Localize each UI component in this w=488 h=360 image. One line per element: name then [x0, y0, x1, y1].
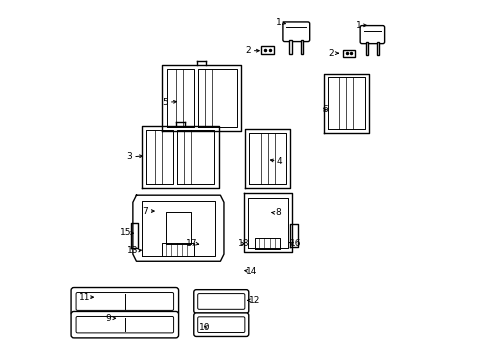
Text: 3: 3 — [126, 152, 132, 161]
Text: 10: 10 — [198, 323, 210, 332]
Text: 7: 7 — [142, 207, 148, 216]
Bar — [343, 50, 354, 57]
Bar — [261, 46, 274, 54]
Bar — [301, 40, 303, 54]
Text: 2: 2 — [245, 46, 250, 55]
Text: 17: 17 — [186, 239, 197, 248]
FancyBboxPatch shape — [71, 311, 178, 338]
Text: 6: 6 — [322, 105, 327, 114]
Text: 16: 16 — [289, 239, 300, 248]
Text: 2: 2 — [328, 49, 333, 58]
FancyBboxPatch shape — [76, 293, 173, 310]
Text: 14: 14 — [245, 267, 257, 276]
Text: 9: 9 — [105, 314, 111, 323]
FancyBboxPatch shape — [76, 316, 173, 333]
Text: 11: 11 — [79, 293, 90, 302]
Text: 15: 15 — [120, 228, 131, 237]
Text: 5: 5 — [162, 98, 168, 107]
FancyBboxPatch shape — [71, 288, 178, 315]
Bar — [289, 40, 291, 54]
FancyBboxPatch shape — [193, 313, 248, 337]
FancyBboxPatch shape — [360, 26, 384, 44]
FancyBboxPatch shape — [193, 290, 248, 313]
FancyBboxPatch shape — [283, 22, 309, 41]
Text: 18: 18 — [238, 239, 249, 248]
Text: 4: 4 — [276, 157, 282, 166]
FancyBboxPatch shape — [197, 294, 244, 309]
Bar — [366, 42, 367, 55]
Text: 13: 13 — [127, 246, 139, 255]
Text: 12: 12 — [248, 296, 259, 305]
FancyBboxPatch shape — [197, 317, 244, 333]
Text: 1: 1 — [355, 21, 361, 30]
Text: 8: 8 — [275, 208, 281, 217]
Bar — [376, 42, 378, 55]
Text: 1: 1 — [275, 18, 281, 27]
